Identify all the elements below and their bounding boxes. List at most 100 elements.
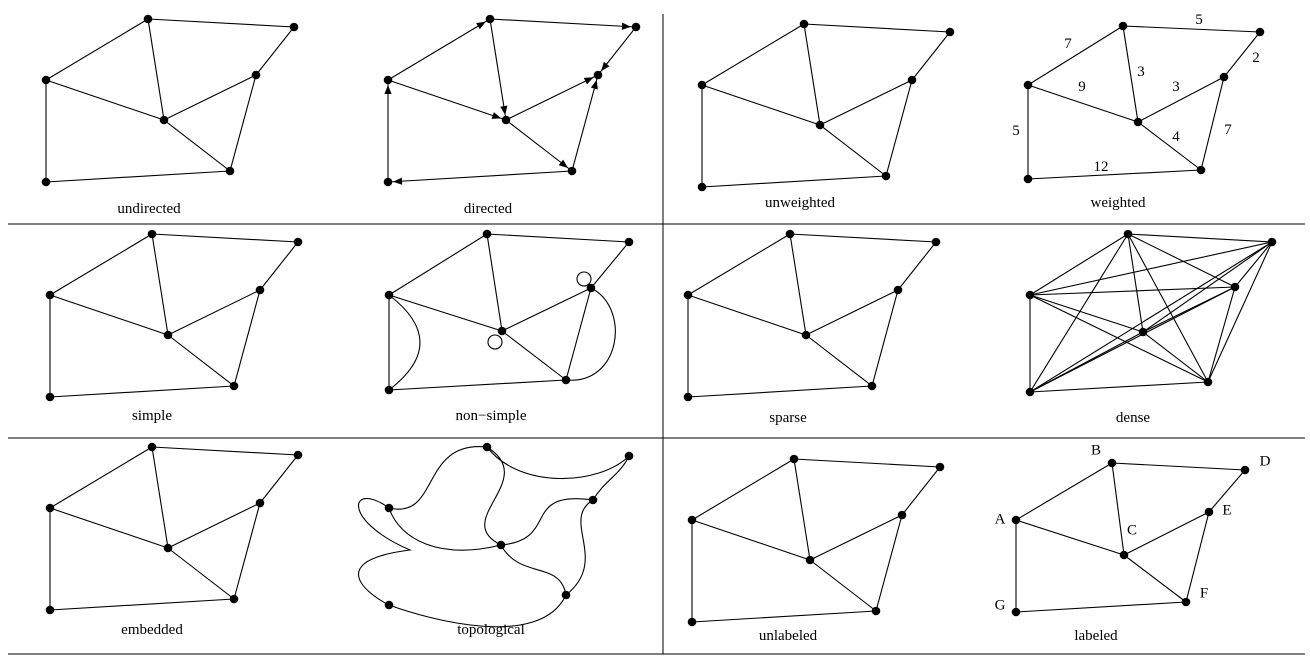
graph-edge (1137, 76, 1225, 123)
graph-node (1203, 377, 1213, 387)
graph-edge (49, 446, 153, 509)
graph-node (907, 75, 917, 85)
graph-edge (233, 289, 261, 387)
graph-edge (387, 18, 491, 81)
edge-weight: 5 (1012, 123, 1020, 139)
graph-node (225, 166, 235, 176)
graph-panel-10: topological (358, 442, 634, 638)
graph-node (1011, 607, 1021, 617)
graph-edge (809, 514, 903, 561)
graph-node (588, 495, 598, 505)
arrowhead (601, 61, 610, 72)
graph-edge (388, 233, 488, 296)
panel-caption: undirected (117, 201, 181, 217)
graph-edge (45, 18, 149, 81)
graph-panel-4: 5 7 2 9 3 3 5 4 7 12 weighted (1012, 12, 1265, 211)
graph-edge (489, 18, 507, 121)
graph-edge (687, 294, 807, 336)
graph-node (1023, 80, 1033, 90)
graph-edge (1029, 241, 1273, 296)
graph-edge (1015, 462, 1113, 521)
arrowhead (476, 21, 486, 30)
graph-edge (1111, 462, 1246, 471)
graph-node (931, 237, 941, 247)
graph-edge (565, 287, 592, 381)
graph-edge (151, 233, 169, 336)
graph-edge (388, 294, 503, 332)
graph-node (255, 498, 265, 508)
graph-edge (789, 233, 807, 336)
graph-node (255, 285, 265, 295)
self-loop (487, 334, 503, 350)
self-loop (576, 271, 592, 287)
graph-node (561, 375, 571, 385)
graph-edge (167, 289, 261, 336)
graph-edge (897, 241, 937, 291)
arrowhead (558, 159, 569, 168)
graph-edge (45, 79, 165, 121)
graph-node (789, 454, 799, 464)
panel-caption: sparse (769, 410, 807, 426)
graph-edge (819, 124, 887, 177)
graph-edge (805, 289, 899, 336)
parallel-edge (388, 294, 421, 391)
graph-edge (486, 233, 503, 332)
graph-node (1204, 507, 1214, 517)
graph-node (631, 22, 641, 32)
graph-edge (1122, 25, 1139, 123)
graph-node (1181, 597, 1191, 607)
graph-panel-7: sparse (683, 229, 941, 426)
graph-node (251, 70, 261, 80)
graph-node (805, 555, 815, 565)
graph-node (1267, 237, 1277, 247)
graph-node (147, 442, 157, 452)
panel-caption: unweighted (765, 195, 835, 211)
graph-node (815, 120, 825, 130)
graph-edge (45, 170, 231, 183)
graph-panel-6: non−simple (384, 229, 634, 424)
arrowhead (583, 77, 594, 85)
graph-edge (163, 74, 257, 121)
graph-panels: undirected directed unweighted 5 7 2 9 3 3 5 4 7 12 w… (41, 12, 1277, 644)
graph-edge (167, 502, 261, 549)
graph-node (229, 594, 239, 604)
graph-node (45, 605, 55, 615)
graph-edge (1015, 601, 1187, 613)
edge-weight: 3 (1137, 64, 1145, 80)
graph-node (482, 229, 492, 239)
panel-caption: unlabeled (759, 628, 818, 644)
graph-node (567, 166, 577, 176)
node-label: E (1222, 502, 1231, 518)
graph-edge (167, 547, 235, 600)
graph-node (624, 451, 634, 461)
graph-edge (49, 385, 235, 398)
curved-edge (388, 446, 488, 510)
graph-node (147, 229, 157, 239)
graph-node (586, 283, 596, 293)
graph-node (383, 177, 393, 187)
graph-edge (1207, 286, 1236, 383)
arrowhead (491, 112, 502, 119)
graph-node (687, 617, 697, 627)
node-label: A (995, 511, 1006, 527)
graph-edge (691, 458, 795, 521)
graph-node (143, 14, 153, 24)
graph-node (1119, 550, 1129, 560)
graph-edge (49, 294, 169, 336)
graph-edge (387, 79, 507, 121)
graph-node (163, 330, 173, 340)
graph-edge (803, 23, 821, 126)
graph-edge (803, 23, 951, 33)
graph-node (945, 27, 955, 37)
graph-edge (819, 79, 913, 126)
graph-edge (1027, 84, 1139, 123)
graph-edge (388, 379, 567, 391)
graph-edge (387, 170, 573, 183)
curved-edge (388, 594, 567, 628)
graph-edge (805, 334, 873, 387)
graph-edge (1029, 286, 1236, 393)
node-label: D (1260, 453, 1271, 469)
graph-edge (1029, 233, 1129, 393)
arrowhead (621, 22, 632, 30)
